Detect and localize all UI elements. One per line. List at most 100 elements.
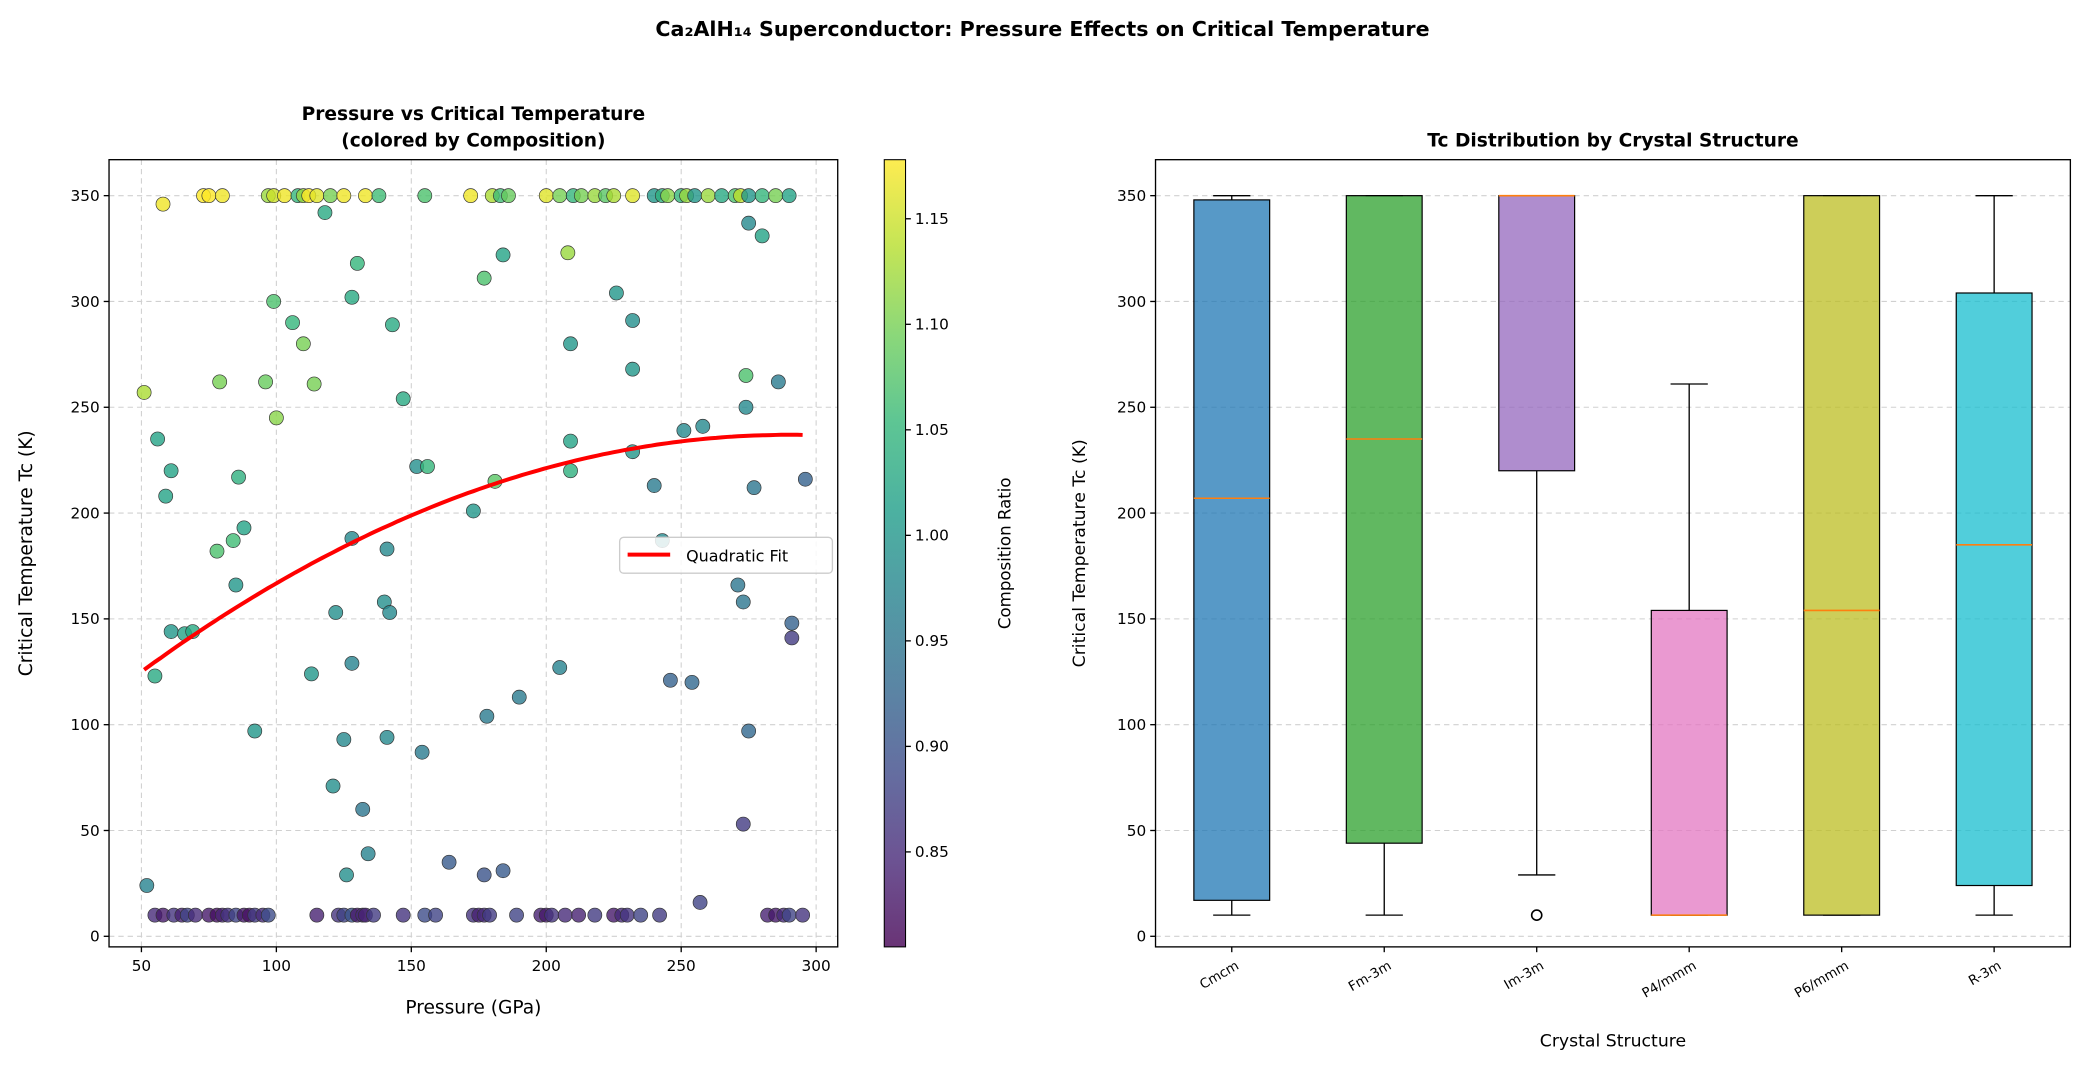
scatter-point	[428, 907, 443, 923]
scatter-point	[784, 615, 800, 631]
x-tick-label: R-3m	[1966, 959, 2004, 989]
scatter-point	[139, 878, 155, 893]
scatter-point	[735, 816, 751, 832]
x-tick-label: 150	[397, 957, 426, 975]
scatter-point	[625, 313, 640, 328]
y-tick-label: 50	[1127, 822, 1146, 840]
box-P6/mmm	[1803, 195, 1881, 916]
x-tick-label: 250	[667, 957, 696, 975]
scatter-point	[768, 188, 784, 204]
scatter-point	[395, 907, 411, 923]
scatter-point	[309, 907, 325, 923]
scatter-point	[236, 520, 252, 536]
scatter-point	[730, 577, 746, 593]
scatter-point	[212, 374, 228, 390]
scatter-point	[163, 463, 179, 479]
scatter-point	[317, 205, 333, 220]
scatter-point	[501, 188, 516, 204]
y-tick-label: 350	[71, 187, 100, 205]
scatter-point	[155, 196, 171, 212]
scatter-point	[476, 270, 492, 286]
scatter-point	[625, 361, 640, 377]
scatter-point	[633, 907, 649, 923]
scatter-point	[741, 723, 757, 739]
scatter-point	[495, 247, 511, 263]
x-tick-label: P4/mmm	[1640, 959, 1699, 1002]
y-tick-label: 150	[71, 610, 100, 628]
y-tick-label: 100	[1117, 716, 1146, 734]
x-tick-label: Cmcm	[1197, 959, 1241, 993]
scatter-point	[366, 907, 381, 923]
scatter-point	[795, 907, 811, 923]
scatter-point	[714, 188, 730, 204]
scatter-point	[285, 315, 300, 331]
scatter-xlabel: Pressure (GPa)	[405, 997, 541, 1018]
scatter-point	[395, 391, 411, 407]
scatter-title-line2: (colored by Composition)	[341, 130, 605, 151]
scatter-point	[625, 188, 640, 204]
scatter-point	[754, 188, 770, 204]
colorbar-tick-label: 0.90	[915, 738, 949, 756]
x-tick-label: 300	[802, 957, 831, 975]
scatter-point	[360, 846, 376, 862]
colorbar: 0.85 0.90 0.95 1.00 1.05 1.10 1.15 Composition…	[883, 159, 1015, 948]
scatter-point	[441, 854, 457, 870]
scatter-point	[344, 655, 360, 671]
scatter-point	[379, 730, 395, 745]
scatter-point	[336, 188, 352, 204]
scatter-point	[646, 478, 662, 493]
scatter-point	[563, 433, 578, 449]
scatter-point	[663, 672, 678, 688]
scatter-point	[379, 541, 395, 557]
scatter-point	[215, 188, 230, 204]
quadratic-fit-line	[142, 432, 803, 672]
scatter-point	[695, 418, 711, 434]
scatter-ylabel: Critical Temperature Tc (K)	[16, 430, 37, 676]
scatter-point	[266, 294, 282, 309]
x-tick-label: P6/mmm	[1792, 959, 1851, 1002]
scatter-point	[344, 289, 360, 305]
scatter-point	[482, 907, 497, 923]
scatter-point	[201, 188, 217, 204]
scatter-point	[781, 188, 797, 204]
scatter-point	[476, 867, 492, 883]
y-tick-label: 50	[80, 822, 99, 840]
boxplot-ylabel: Critical Temperature Tc (K)	[1070, 439, 1090, 667]
outlier-point	[1530, 909, 1543, 921]
scatter-point	[784, 630, 800, 646]
scatter-point	[309, 188, 325, 204]
y-tick-label: 0	[1136, 928, 1146, 946]
scatter-point	[479, 708, 495, 724]
scatter-point	[463, 188, 479, 204]
scatter-point	[325, 778, 341, 794]
scatter-point	[770, 374, 786, 390]
scatter-point	[163, 624, 179, 639]
scatter-point	[552, 188, 568, 204]
x-tick-label: 100	[262, 957, 291, 975]
scatter-point	[349, 255, 365, 271]
scatter-point	[417, 188, 433, 204]
box-R-3m	[1955, 292, 2033, 887]
legend-box	[618, 536, 834, 574]
boxplot-panel: Tc Distribution by Crystal Structure 0 50…	[1070, 130, 2072, 1052]
scatter-point	[260, 907, 276, 923]
colorbar-label: Composition Ratio	[996, 477, 1015, 629]
scatter-point	[687, 188, 703, 204]
scatter-point	[231, 469, 246, 485]
y-tick-label: 300	[1117, 293, 1146, 311]
colorbar-tick-label: 0.85	[915, 843, 949, 861]
y-tick-label: 300	[71, 293, 100, 311]
scatter-point	[676, 423, 692, 438]
box-Fm-3m	[1345, 195, 1423, 844]
scatter-point	[328, 605, 344, 620]
scatter-point	[741, 188, 757, 204]
scatter-point	[225, 533, 241, 548]
scatter-point	[295, 336, 311, 352]
scatter-panel: Pressure vs Critical Temperature (colore…	[16, 104, 839, 1018]
y-tick-label: 0	[90, 928, 100, 946]
scatter-point	[738, 368, 754, 383]
scatter-point	[355, 801, 371, 817]
scatter-point	[188, 907, 203, 923]
scatter-point	[277, 188, 292, 204]
